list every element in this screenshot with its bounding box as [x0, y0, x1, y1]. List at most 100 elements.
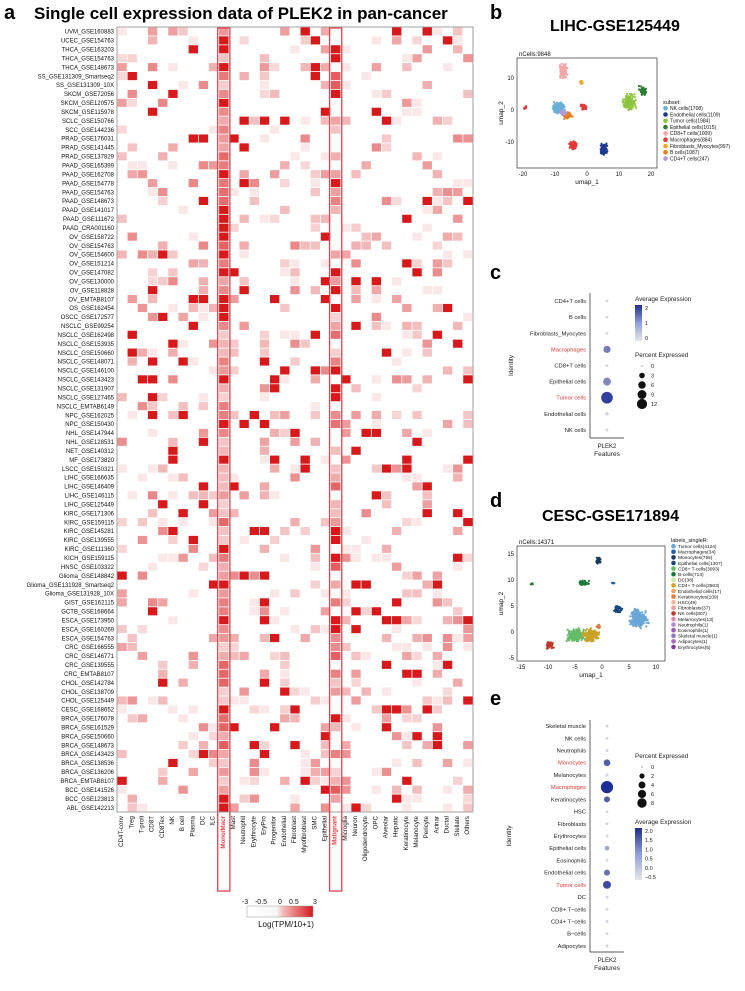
dotplot-row-label: Tumor cells [556, 396, 586, 402]
dotplot-dot [605, 920, 609, 923]
heatmap-row-label: HNSC_GSE103322 [61, 565, 115, 571]
umap-legend-label: Tumor cells(1984) [670, 119, 710, 125]
heatmap-cell [331, 633, 341, 643]
heatmap-cell [341, 785, 351, 794]
heatmap-cell [361, 803, 371, 812]
umap-point [563, 117, 566, 120]
umap-point [575, 630, 578, 633]
umap-point [641, 88, 644, 91]
heatmap-cell [432, 303, 443, 313]
heatmap-row-label: CRC_GSE139555 [65, 663, 115, 669]
heatmap-cell [178, 205, 188, 214]
heatmap-cell [442, 633, 453, 643]
heatmap-cell [280, 161, 290, 170]
heatmap-cell [300, 455, 310, 464]
heatmap-cell [422, 375, 432, 384]
heatmap-row-label: SKCM_GSE120575 [61, 101, 115, 107]
heatmap-cell [229, 339, 239, 348]
heatmap-cell [392, 705, 402, 714]
heatmap-cell [381, 196, 392, 206]
umap-point [634, 99, 637, 102]
heatmap-cell [269, 375, 280, 384]
heatmap-cell [381, 633, 392, 643]
heatmap-cell [259, 348, 270, 357]
panel-b-letter: b [490, 2, 503, 24]
size-legend-dot [639, 773, 645, 779]
heatmap-cell [147, 393, 158, 402]
heatmap-row-label: PAAD_CRA001160 [63, 226, 115, 232]
heatmap-cell [290, 241, 300, 250]
heatmap-cell [290, 268, 300, 277]
umap-point [567, 631, 570, 634]
heatmap-cell [219, 714, 229, 723]
heatmap-cell [361, 509, 371, 518]
heatmap-cell [320, 518, 331, 527]
heatmap-cell [117, 776, 127, 785]
heatmap-cell [239, 277, 249, 286]
heatmap-cell [331, 776, 341, 785]
heatmap-cell [259, 455, 270, 464]
heatmap-cell [188, 767, 198, 776]
heatmap-cell [259, 339, 270, 348]
heatmap-cell [422, 45, 432, 54]
heatmap-cell [371, 785, 382, 794]
heatmap-cell [392, 196, 402, 206]
umap-point [625, 101, 628, 105]
umap-legend-swatch [671, 583, 676, 588]
heatmap-row-label: OV_GSE147082 [69, 271, 114, 277]
umap-point [582, 631, 585, 635]
heatmap-cell [198, 303, 209, 313]
heatmap-cell [219, 107, 229, 116]
umap-point [562, 104, 565, 107]
heatmap-cell [290, 152, 300, 161]
heatmap-cell [219, 500, 229, 509]
heatmap-cell [320, 732, 331, 741]
umap-point [565, 639, 568, 643]
heatmap-cell [229, 633, 239, 643]
heatmap-cell [127, 357, 137, 366]
heatmap-column-label: Keratinocyte [403, 815, 410, 850]
heatmap-cell [331, 723, 341, 732]
umap-point [629, 615, 632, 618]
heatmap-cell [320, 607, 331, 616]
heatmap-cell [259, 482, 270, 491]
heatmap-cell [320, 259, 331, 268]
heatmap-cell [432, 170, 443, 179]
heatmap-cell [422, 509, 432, 518]
heatmap-cell [259, 393, 270, 402]
heatmap-cell [463, 625, 473, 634]
heatmap-cell [371, 393, 382, 402]
heatmap-cell [463, 375, 473, 384]
dotplot-row-label: Macrophages [551, 347, 586, 353]
umap-point [567, 639, 571, 642]
heatmap-cell [320, 107, 331, 116]
umap-point [629, 106, 632, 109]
colorbar-tick: 2 [645, 306, 648, 312]
dotplot-dot [604, 869, 610, 876]
heatmap-cell [310, 758, 321, 767]
heatmap-cell [249, 741, 259, 750]
heatmap-cell [219, 625, 229, 634]
heatmap-cell [117, 54, 127, 63]
heatmap-cell [341, 687, 351, 696]
colorbar-tick: -3 [242, 899, 248, 906]
umap-legend-label: HSC(49) [678, 600, 697, 606]
umap-x-tick: -5 [572, 665, 578, 671]
heatmap-cell [147, 696, 158, 705]
size-legend-label: 6 [651, 383, 654, 389]
heatmap-cell [219, 152, 229, 161]
heatmap-cell [432, 705, 443, 714]
umap-point [627, 99, 631, 102]
dotplot-dot [603, 345, 611, 353]
heatmap-cell [432, 732, 443, 741]
heatmap-cell [300, 758, 310, 767]
heatmap-cell [453, 509, 463, 518]
umap-point [568, 634, 571, 637]
heatmap-row-label: CRC_GSE166555 [65, 645, 115, 651]
heatmap-cell [341, 616, 351, 625]
umap-y-tick: 0 [511, 630, 515, 636]
heatmap-cell [127, 714, 137, 723]
dotplot-dot [605, 331, 609, 335]
heatmap-cell [117, 152, 127, 161]
heatmap-cell [442, 419, 453, 429]
